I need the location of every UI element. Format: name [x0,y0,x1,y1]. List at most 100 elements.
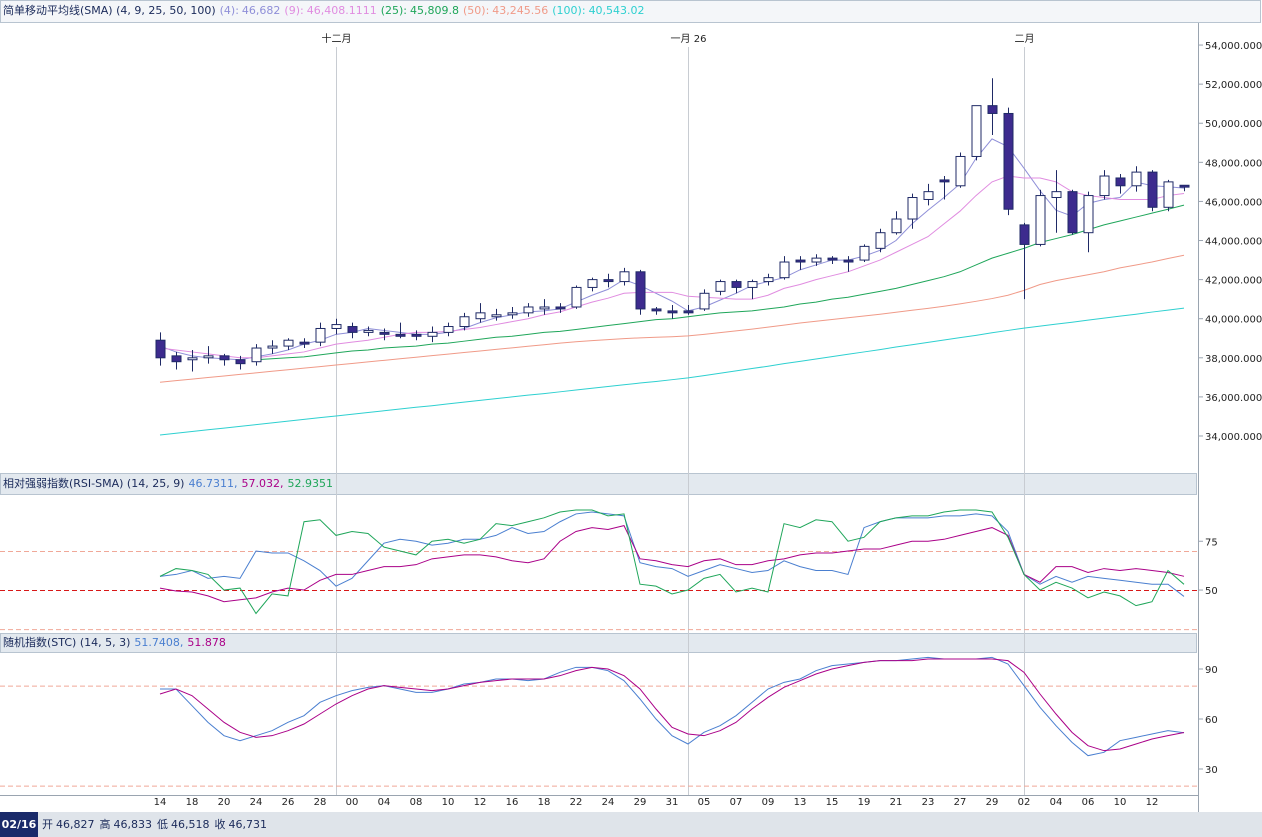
candle-body [1035,195,1046,245]
candle-body [843,259,854,263]
legend-value: 40,543.02 [589,4,645,17]
x-tick-label: 04 [1050,797,1063,808]
x-tick-label: 15 [826,797,839,808]
candle-body [683,310,694,314]
candle-body [507,312,518,316]
legend-value: 52.9351 [287,477,333,490]
candle-body [715,281,726,292]
candle-body [571,286,582,308]
series-line [159,511,1185,597]
candle-body [363,329,374,333]
x-tick-label: 28 [314,797,327,808]
legend-name: (4): [220,4,239,17]
candle-body [1115,177,1126,187]
candle-body [779,261,790,279]
panel-title: 相对强弱指数(RSI-SMA) (14, 25, 9) [3,476,184,490]
month-label: 一月 26 [671,33,707,45]
x-tick-label: 07 [730,797,743,808]
readout-label: 低 [157,818,168,831]
legend-value: 51.7408, [134,636,183,649]
candle-body [1003,112,1014,210]
candle-body [811,257,822,263]
y-tick-label: 60 [1205,715,1218,726]
candle-body [171,355,182,363]
y-tick-label: 38,000.0000 [1205,354,1262,365]
legend-value: 43,245.56 [492,4,548,17]
candle-body [1179,184,1190,188]
candle-body [859,245,870,261]
y-tick-label: 30 [1205,765,1218,776]
y-tick-label: 90 [1205,665,1218,676]
candle-body [1051,191,1062,199]
legend-value: 45,809.8 [410,4,459,17]
date-badge [0,812,38,837]
status-bar [0,812,1262,837]
readout-value: 46,833 [114,818,153,831]
series-line [159,658,1185,752]
candle-body [1019,224,1030,245]
candle-body [699,292,710,310]
x-tick-label: 09 [762,797,775,808]
candle-body [427,331,438,337]
stc-header-bar [0,633,1197,653]
readout-label: 收 [215,817,226,831]
x-tick-label: 20 [218,797,231,808]
readout-label: 开 [42,818,53,831]
candle-body [603,279,614,283]
x-tick-label: 27 [954,797,967,808]
x-tick-label: 16 [506,797,519,808]
candle-body [1131,171,1142,187]
legend-value: 46.7311, [188,477,237,490]
x-tick-label: 02 [1018,797,1031,808]
series-line [255,204,1185,361]
candle-body [939,179,950,183]
panel-header: 相对强弱指数(RSI-SMA) (14, 25, 9) 46.7311, 57.03… [3,476,333,490]
y-tick-label: 75 [1205,537,1218,548]
x-tick-label: 19 [858,797,871,808]
candle-body [555,306,566,310]
candle-body [187,357,198,361]
candle-body [267,345,278,349]
y-tick-label: 54,000.0000 [1205,41,1262,52]
candle-body [1163,181,1174,208]
cursor-readout: 开 46,827 高 46,833 低 46,518 收 46,731 [42,817,267,831]
candle-body [315,327,326,343]
candle-body [747,281,758,288]
x-tick-label: 24 [250,797,263,808]
y-tick-label: 44,000.0000 [1205,237,1262,248]
plot-layer: 十二月 一月 26 二月 14 18 20 24 26 28 00 04 08 10 12 16 18 22 24… [0,3,1262,831]
candle-body [635,271,646,310]
x-tick-label: 21 [890,797,903,808]
candle-body [1147,171,1158,208]
series-line [159,525,1185,603]
x-tick-label: 22 [570,797,583,808]
candle-body [235,359,246,365]
candle-body [251,347,262,363]
candle-body [923,191,934,200]
x-tick-label: 05 [698,797,711,808]
y-tick-label: 50 [1205,586,1218,597]
y-tick-label: 36,000.0000 [1205,393,1262,404]
x-tick-label: 00 [346,797,359,808]
x-tick-label: 06 [1082,797,1095,808]
candle-body [1099,175,1110,197]
cursor-date: 02/16 [2,818,37,831]
candle-body [875,232,886,249]
candle-body [891,218,902,234]
x-tick-label: 18 [538,797,551,808]
month-label: 二月 [1015,33,1035,45]
rsi-header-bar [0,473,1197,495]
legend-name: (100): [552,4,585,17]
legend-value: 57.032, [241,477,283,490]
candle-body [731,281,742,288]
candle-body [667,310,678,314]
candle-body [491,314,502,318]
x-tick-label: 14 [154,797,167,808]
x-tick-label: 18 [186,797,199,808]
x-tick-label: 12 [474,797,487,808]
candle-body [955,155,966,187]
x-tick-label: 31 [666,797,679,808]
readout-value: 46,518 [171,818,210,831]
sma-header-bar [0,0,1261,23]
